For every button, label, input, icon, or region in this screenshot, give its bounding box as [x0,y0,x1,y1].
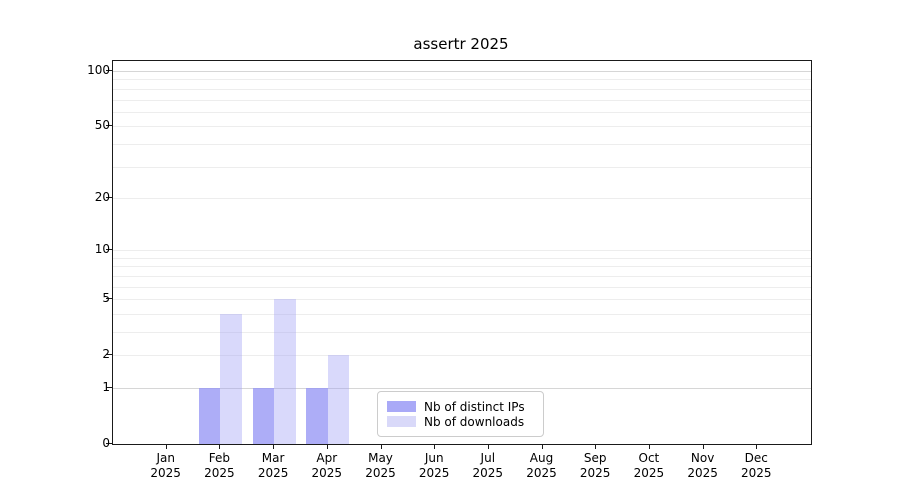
x-tick-mark [434,444,436,449]
x-tick-label-apr: Apr 2025 [311,451,343,480]
grid-line-major [113,71,811,72]
bar-feb-downloads [220,313,242,444]
x-tick-label-jun: Jun 2025 [418,451,450,480]
x-tick-mark [756,444,758,449]
x-tick-label-may: May 2025 [365,451,396,480]
bar-mar-distinct-ips [252,388,275,444]
legend-swatch-downloads [387,416,416,427]
grid-line-minor [113,99,811,101]
grid-line-minor [113,257,811,259]
grid-line-minor [113,250,811,252]
x-tick-mark [702,444,704,449]
grid-line-minor [113,266,811,268]
legend: Nb of distinct IPs Nb of downloads [377,391,544,437]
grid-line-minor [113,166,811,168]
x-tick-mark [273,444,275,449]
y-tick-mark [106,125,112,127]
chart-title: assertr 2025 [413,35,509,53]
y-tick-mark [106,354,112,356]
y-tick-mark [106,443,112,444]
grid-line-minor [113,355,811,357]
bar-apr-downloads [327,355,350,444]
grid-line-minor [113,313,811,315]
grid-line-minor [113,197,811,199]
legend-item-distinct-ips: Nb of distinct IPs [387,399,534,414]
legend-label-downloads: Nb of downloads [424,414,525,429]
x-tick-mark [219,444,221,449]
y-tick-label: 5 [102,291,110,306]
y-tick-label: 20 [94,189,110,204]
y-tick-mark [106,249,112,251]
plot-area: Nb of distinct IPs Nb of downloads [112,60,812,445]
grid-line-minor [113,143,811,145]
bar-apr-distinct-ips [306,388,328,444]
legend-label-distinct-ips: Nb of distinct IPs [424,399,525,414]
grid-line-minor [113,88,811,90]
x-tick-mark [648,444,650,449]
grid-line-major [113,388,811,389]
x-tick-label-feb: Feb 2025 [204,451,235,480]
bar-feb-distinct-ips [198,388,221,444]
grid-line-minor [113,332,811,333]
y-tick-label: 10 [94,242,110,257]
grid-line-minor [113,126,811,128]
x-tick-label-mar: Mar 2025 [257,451,289,480]
x-tick-mark [326,444,328,449]
x-tick-mark [165,444,167,449]
y-tick-label: 50 [94,118,110,133]
x-tick-label-jan: Jan 2025 [150,451,181,480]
y-tick-mark [106,196,112,198]
x-tick-label-oct: Oct 2025 [633,451,665,480]
x-tick-mark [487,444,489,449]
grid-line-minor [113,79,811,81]
x-tick-label-dec: Dec 2025 [741,451,772,480]
y-tick-label: 100 [87,63,110,77]
y-tick-label: 2 [102,347,110,362]
legend-item-downloads: Nb of downloads [387,414,534,429]
x-tick-mark [380,444,382,449]
y-tick-label: 1 [102,380,110,394]
x-tick-mark [595,444,597,449]
y-tick-label: 0 [102,436,110,450]
x-tick-label-aug: Aug 2025 [526,451,557,480]
x-tick-label-jul: Jul 2025 [472,451,504,480]
grid-line-minor [113,275,811,277]
bar-mar-downloads [274,299,296,444]
grid-line-minor [113,299,811,301]
legend-swatch-distinct-ips [387,401,416,412]
x-tick-label-sep: Sep 2025 [579,451,611,480]
grid-line-minor [113,111,811,113]
grid-line-minor [113,286,811,288]
x-tick-mark [541,444,543,449]
y-tick-mark [106,70,112,71]
y-tick-mark [106,298,112,300]
y-tick-mark [106,387,112,388]
x-tick-label-nov: Nov 2025 [687,451,718,480]
